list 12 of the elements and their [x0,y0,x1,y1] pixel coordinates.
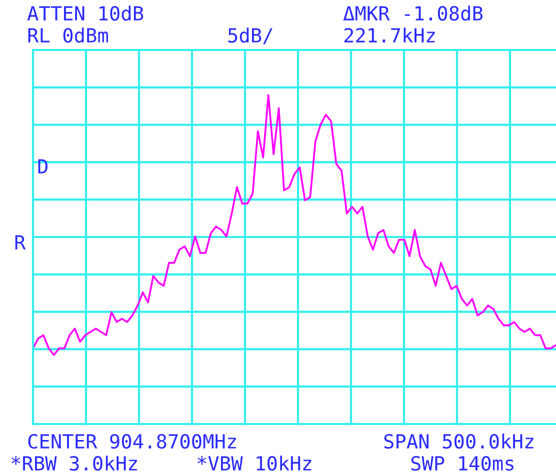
text: ATTEN 10dB [27,6,144,21]
text: CENTER 904.8700MHz [28,434,236,449]
text: 5dB/ [228,28,272,44]
text: 221.7kHz [344,28,435,42]
text: R [15,235,26,250]
text: *VBW 10kHz [198,456,312,471]
text: SWP 140ms [411,456,514,471]
text: ΔMKR -1.08dB [343,6,483,21]
text: *RBW 3.0kHz [12,456,137,471]
text: RL 0dBm [28,28,108,43]
annotation: D [38,159,48,174]
text: SPAN 500.0kHz [384,434,534,449]
